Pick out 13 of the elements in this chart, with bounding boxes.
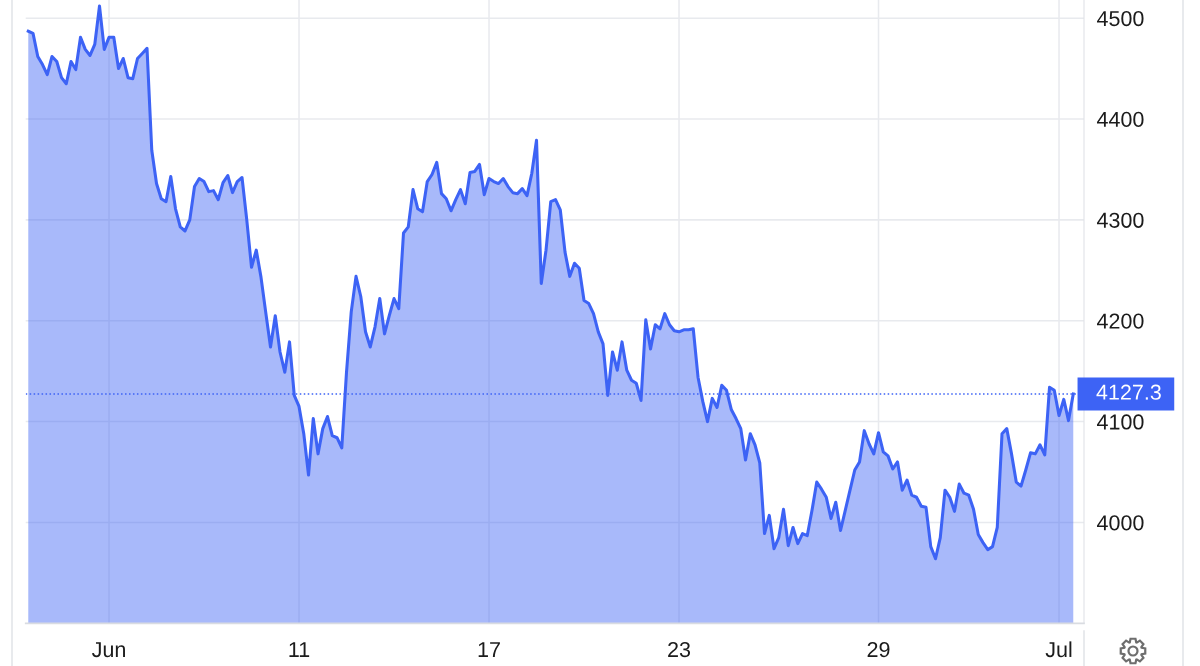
ref-line-label: 4127.3 [1096,384,1161,400]
y-tick-label: 4200 [1096,313,1144,329]
y-tick-label: 4100 [1096,414,1144,430]
x-tick-label: 29 [867,641,890,658]
y-tick-label: 4500 [1096,10,1144,27]
x-tick-label: Jul [1045,641,1072,658]
y-tick-label: 4400 [1096,111,1144,128]
y-tick-label: 4000 [1096,515,1144,531]
x-tick-label: 17 [478,642,500,657]
y-tick-label: 4300 [1096,212,1144,228]
x-tick-label: Jun [92,642,125,658]
x-tick-label: 11 [289,642,310,657]
x-tick-label: 23 [668,641,691,658]
